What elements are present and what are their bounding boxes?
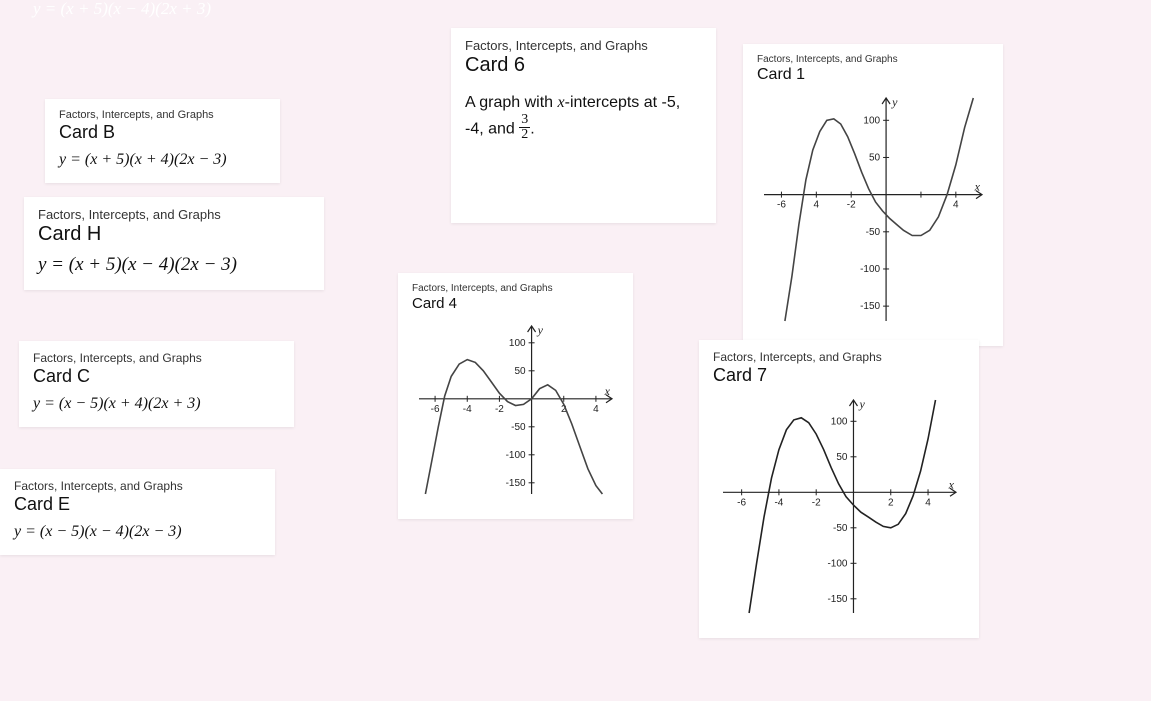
equation-top-cutoff: y = (x + 5)(x − 4)(2x + 3): [33, 0, 211, 19]
svg-text:-2: -2: [811, 497, 820, 508]
svg-text:y: y: [858, 397, 865, 411]
svg-text:50: 50: [514, 366, 526, 377]
svg-text:-2: -2: [495, 404, 504, 415]
card-1[interactable]: Factors, Intercepts, and Graphs Card 1 x…: [743, 44, 1003, 346]
card-6-title: Card 6: [465, 54, 702, 77]
card-1-graph: x y -6 4 -2 4 -150 -100 -50 50 100: [757, 92, 989, 332]
card-4[interactable]: Factors, Intercepts, and Graphs Card 4 x…: [398, 273, 633, 519]
card-6-text-pre: A graph with: [465, 94, 558, 111]
svg-text:x: x: [974, 180, 981, 194]
frac-bot: 2: [519, 128, 530, 142]
svg-text:100: 100: [863, 115, 880, 126]
svg-text:-100: -100: [506, 450, 526, 461]
card-e-subtitle: Factors, Intercepts, and Graphs: [14, 479, 261, 493]
card-b-subtitle: Factors, Intercepts, and Graphs: [59, 109, 266, 121]
card-4-subtitle: Factors, Intercepts, and Graphs: [412, 283, 619, 294]
svg-text:-150: -150: [827, 594, 847, 605]
svg-text:4: 4: [814, 200, 820, 211]
svg-text:4: 4: [925, 497, 931, 508]
card-6-body: A graph with x-intercepts at -5, -4, and…: [465, 91, 702, 144]
chart-7-svg: x y -6 -4 -2 2 4 -150 -100 -50 50 100: [717, 394, 962, 619]
svg-text:2: 2: [887, 497, 893, 508]
svg-text:-100: -100: [860, 264, 880, 275]
svg-text:-150: -150: [506, 478, 526, 489]
card-e-title: Card E: [14, 494, 261, 515]
card-h[interactable]: Factors, Intercepts, and Graphs Card H y…: [24, 197, 324, 290]
svg-text:-50: -50: [833, 523, 848, 534]
card-6-fraction: 32: [519, 113, 530, 142]
svg-text:-6: -6: [737, 497, 746, 508]
svg-text:4: 4: [953, 200, 959, 211]
card-c-title: Card C: [33, 366, 280, 387]
card-h-subtitle: Factors, Intercepts, and Graphs: [38, 207, 310, 222]
svg-text:4: 4: [593, 404, 599, 415]
card-c-equation: y = (x − 5)(x + 4)(2x + 3): [33, 395, 280, 413]
svg-text:100: 100: [509, 338, 526, 349]
card-e[interactable]: Factors, Intercepts, and Graphs Card E y…: [0, 469, 275, 555]
svg-text:50: 50: [869, 152, 881, 163]
svg-text:y: y: [891, 95, 898, 109]
card-b-equation: y = (x + 5)(x + 4)(2x − 3): [59, 151, 266, 169]
svg-text:-4: -4: [463, 404, 472, 415]
svg-text:-50: -50: [866, 227, 881, 238]
card-6-text-line2-post: .: [530, 121, 534, 138]
svg-text:50: 50: [836, 452, 848, 463]
frac-top: 3: [519, 113, 530, 128]
card-c[interactable]: Factors, Intercepts, and Graphs Card C y…: [19, 341, 294, 427]
svg-text:-6: -6: [777, 200, 786, 211]
card-6-text-line2-pre: -4, and: [465, 121, 519, 138]
svg-text:100: 100: [830, 416, 847, 427]
card-4-title: Card 4: [412, 295, 619, 312]
card-h-title: Card H: [38, 223, 310, 246]
card-7[interactable]: Factors, Intercepts, and Graphs Card 7 x…: [699, 340, 979, 638]
card-7-title: Card 7: [713, 365, 965, 386]
card-6-var: x: [558, 94, 565, 111]
svg-text:-2: -2: [847, 200, 856, 211]
svg-text:x: x: [947, 477, 954, 491]
card-c-subtitle: Factors, Intercepts, and Graphs: [33, 351, 280, 365]
card-1-subtitle: Factors, Intercepts, and Graphs: [757, 54, 989, 65]
svg-text:-150: -150: [860, 301, 880, 312]
card-h-equation: y = (x + 5)(x − 4)(2x − 3): [38, 254, 310, 276]
svg-text:-4: -4: [774, 497, 783, 508]
card-4-graph: xy-6-4-224-150-100-5050100: [412, 320, 619, 505]
svg-text:-50: -50: [511, 422, 526, 433]
chart-1-svg: x y -6 4 -2 4 -150 -100 -50 50 100: [758, 92, 988, 327]
card-e-equation: y = (x − 5)(x − 4)(2x − 3): [14, 523, 261, 541]
card-7-subtitle: Factors, Intercepts, and Graphs: [713, 350, 965, 364]
card-6[interactable]: Factors, Intercepts, and Graphs Card 6 A…: [451, 28, 716, 223]
svg-text:y: y: [537, 323, 544, 337]
svg-text:-100: -100: [827, 558, 847, 569]
card-1-title: Card 1: [757, 66, 989, 84]
svg-text:x: x: [604, 384, 611, 398]
card-b-title: Card B: [59, 122, 266, 143]
card-6-subtitle: Factors, Intercepts, and Graphs: [465, 38, 702, 53]
card-7-graph: x y -6 -4 -2 2 4 -150 -100 -50 50 100: [713, 394, 965, 624]
card-b[interactable]: Factors, Intercepts, and Graphs Card B y…: [45, 99, 280, 183]
svg-text:-6: -6: [431, 404, 440, 415]
card-6-text-mid: -intercepts at -5,: [565, 94, 681, 111]
chart-4-svg: xy-6-4-224-150-100-5050100: [413, 320, 618, 500]
